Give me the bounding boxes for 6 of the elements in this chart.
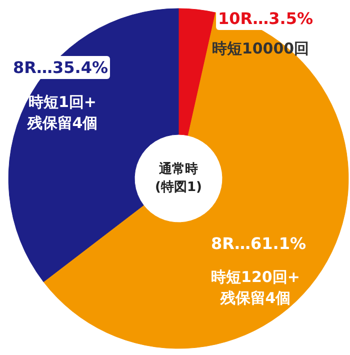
slice-label: 8R…35.4% [13,58,108,77]
slice-label: 10R…3.5% [218,9,313,28]
text: 時短1回+ 残保留4個 [26,93,98,132]
slice-label: 8R…61.1% [211,234,306,253]
text: 時短120回+ 残保留4個 [211,268,300,307]
text: 通常時 (特図1) [155,161,202,195]
